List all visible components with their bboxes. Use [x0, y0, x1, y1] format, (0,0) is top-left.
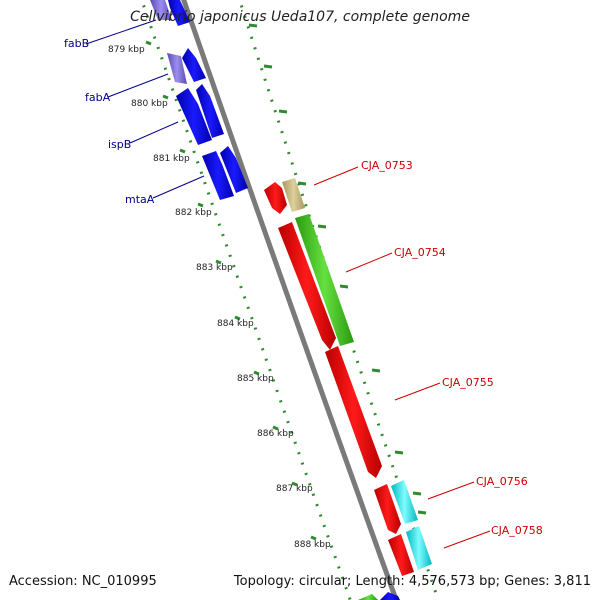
gene-cja0754 — [295, 214, 354, 346]
genome-summary-text: Topology: circular; Length: 4,576,573 bp… — [233, 574, 591, 589]
gene-label-cja0758[interactable]: CJA_0758 — [491, 524, 543, 537]
scale-tick-885: 885 kbp — [237, 374, 274, 384]
gene-label-cja0755[interactable]: CJA_0755 — [442, 376, 494, 389]
gene-label-cja0754[interactable]: CJA_0754 — [394, 246, 446, 259]
scale-tick-879: 879 kbp — [108, 45, 145, 55]
scale-tick-882: 882 kbp — [175, 208, 212, 218]
gene-fabB-part-b — [168, 0, 190, 26]
gene-ispB-part-a — [176, 88, 212, 145]
scale-tick-880: 880 kbp — [131, 99, 168, 109]
gene-label-fabB[interactable]: fabB — [64, 37, 89, 50]
gene-label-cja0756[interactable]: CJA_0756 — [476, 475, 528, 488]
genome-backbone — [181, 0, 399, 600]
gene-cja0756-red — [374, 484, 401, 534]
map-title: Cellvibrio japonicus Ueda107, complete g… — [130, 9, 470, 25]
gene-cja0754-red — [278, 222, 336, 350]
gene-label-mtaA[interactable]: mtaA — [125, 193, 155, 206]
inner-major-ticks — [145, 40, 317, 541]
gene-fabB-part-a — [150, 0, 172, 20]
scale-tick-887: 887 kbp — [276, 484, 313, 494]
gene-cja0753-olive — [282, 178, 305, 212]
gene-fabA-part-a — [167, 53, 187, 84]
scale-tick-886: 886 kbp — [257, 429, 294, 439]
gene-bottom-blue — [380, 592, 400, 600]
gene-cja0756-cyan — [391, 480, 418, 524]
gene-bottom-green — [358, 594, 378, 600]
outer-major-ticks — [248, 23, 427, 515]
gene-label-cja0753[interactable]: CJA_0753 — [361, 159, 413, 172]
gene-label-fabA[interactable]: fabA — [85, 91, 111, 104]
gene-cja0758-red — [388, 534, 414, 576]
scale-tick-884: 884 kbp — [217, 319, 254, 329]
gene-ispB-part-b — [196, 84, 224, 138]
gene-cja0753-red — [264, 182, 287, 214]
gene-fabA-part-b — [182, 48, 206, 82]
scale-tick-881: 881 kbp — [153, 154, 190, 164]
accession-text: Accession: NC_010995 — [9, 574, 157, 589]
gene-cja0758-cyan — [406, 526, 432, 570]
gene-mtaA-part-a — [202, 151, 234, 200]
scale-tick-888: 888 kbp — [294, 540, 331, 550]
gene-mtaA-part-b — [220, 146, 248, 193]
gene-label-ispB[interactable]: ispB — [108, 138, 131, 151]
gene-cja0755 — [325, 346, 382, 478]
left-label-connectors — [85, 19, 205, 199]
right-label-connectors — [313, 166, 491, 549]
scale-tick-883: 883 kbp — [196, 263, 233, 273]
